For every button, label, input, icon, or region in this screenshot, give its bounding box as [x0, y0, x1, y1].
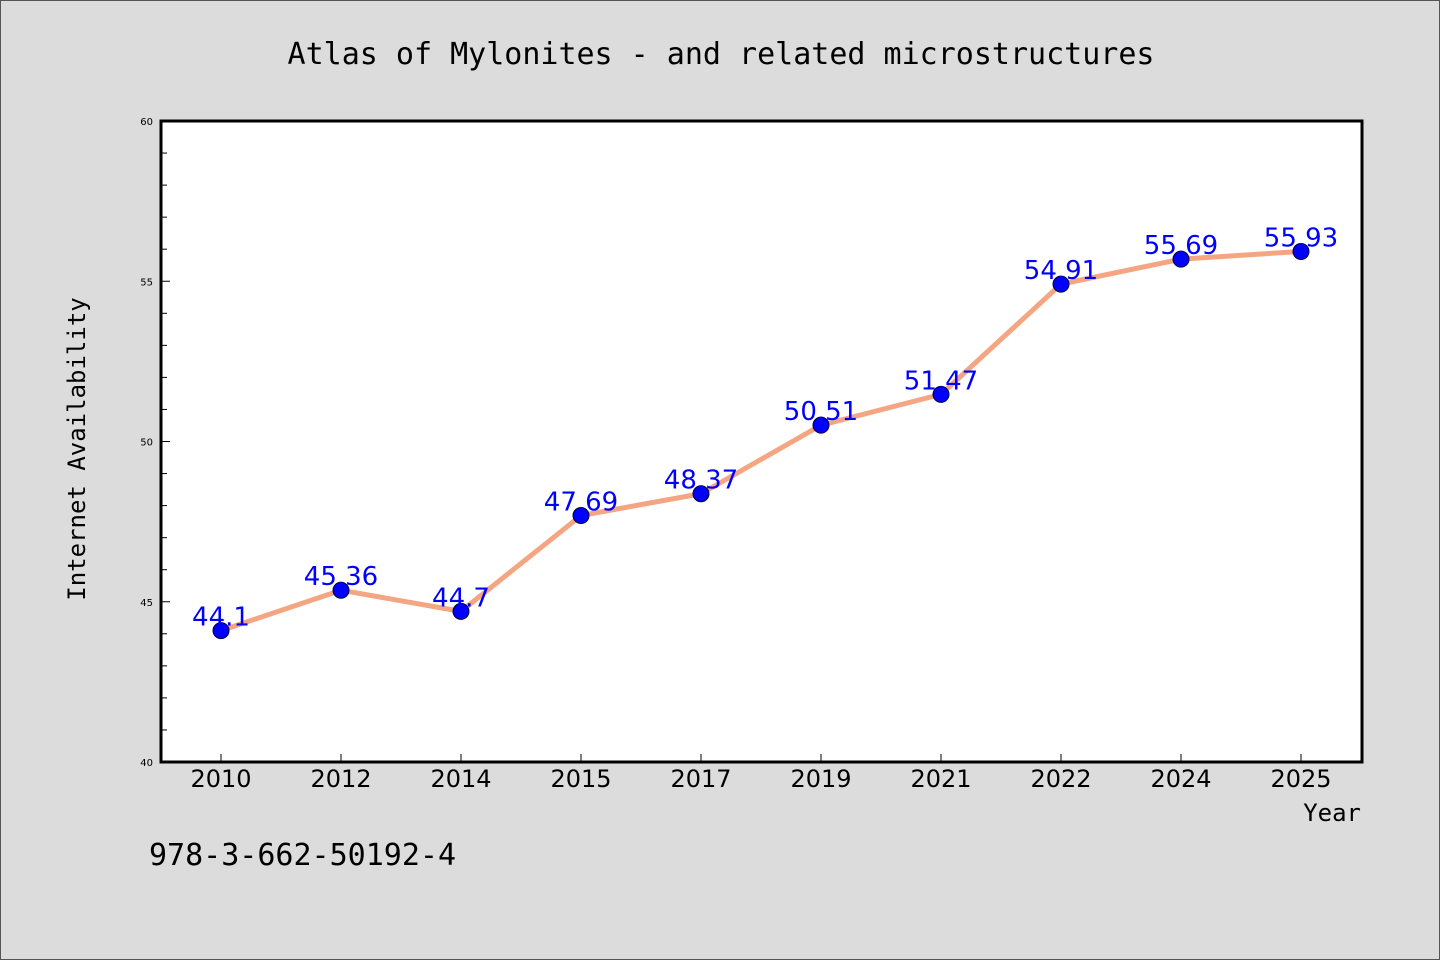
x-axis-title: Year	[1303, 799, 1361, 827]
data-label-layer: 44.1 45.36 44.7 47.69 48.37 50.51 51.47 54.91 55…	[192, 223, 1338, 632]
y-axis-title: Internet Availability	[63, 297, 91, 600]
data-label: 50.51	[784, 397, 858, 427]
data-label: 51.47	[904, 366, 978, 396]
series-layer	[218, 248, 1304, 634]
series-line	[218, 248, 1304, 634]
data-point-marker	[332, 581, 350, 599]
x-tick-label: 2014	[430, 765, 491, 793]
data-label: 47.69	[544, 488, 618, 518]
data-label: 44.1	[192, 603, 250, 633]
data-label: 55.93	[1264, 223, 1338, 253]
y-axis-ticks: 40 45 50 55 60	[140, 117, 170, 769]
x-tick-label: 2021	[910, 765, 971, 793]
data-point-marker	[452, 602, 470, 620]
chart-title: Atlas of Mylonites - and related microst…	[288, 37, 1155, 72]
x-tick-label: 2012	[310, 765, 371, 793]
data-point-marker	[692, 485, 710, 503]
data-point-marker	[1292, 242, 1310, 260]
data-label: 55.69	[1144, 231, 1218, 261]
data-point-marker	[932, 385, 950, 403]
x-tick-label: 2025	[1270, 765, 1331, 793]
marker-layer	[212, 242, 1310, 640]
x-tick-label: 2019	[790, 765, 851, 793]
plot-area	[159, 119, 1364, 764]
y-tick-label: 45	[140, 598, 153, 609]
y-tick-label: 55	[140, 277, 153, 288]
isbn-footer: 978-3-662-50192-4	[149, 838, 456, 873]
data-label: 54.91	[1024, 256, 1098, 286]
x-tick-label: 2022	[1030, 765, 1091, 793]
data-point-marker	[212, 622, 230, 640]
x-tick-label: 2024	[1150, 765, 1211, 793]
data-label: 44.7	[432, 583, 490, 613]
x-axis-ticks: 2010 2012 2014 2015 2017 2019 2021 2022 2024 2025	[190, 754, 1332, 793]
y-tick-label: 50	[140, 438, 153, 449]
data-label: 48.37	[664, 466, 738, 496]
x-tick-label: 2015	[550, 765, 611, 793]
data-label: 45.36	[304, 562, 378, 592]
y-tick-label: 60	[140, 117, 153, 128]
data-point-marker	[1052, 275, 1070, 293]
y-tick-label: 40	[140, 758, 153, 769]
data-point-marker	[812, 416, 830, 434]
x-tick-label: 2017	[670, 765, 731, 793]
data-point-marker	[572, 507, 590, 525]
x-tick-label: 2010	[190, 765, 251, 793]
data-point-marker	[1172, 250, 1190, 268]
